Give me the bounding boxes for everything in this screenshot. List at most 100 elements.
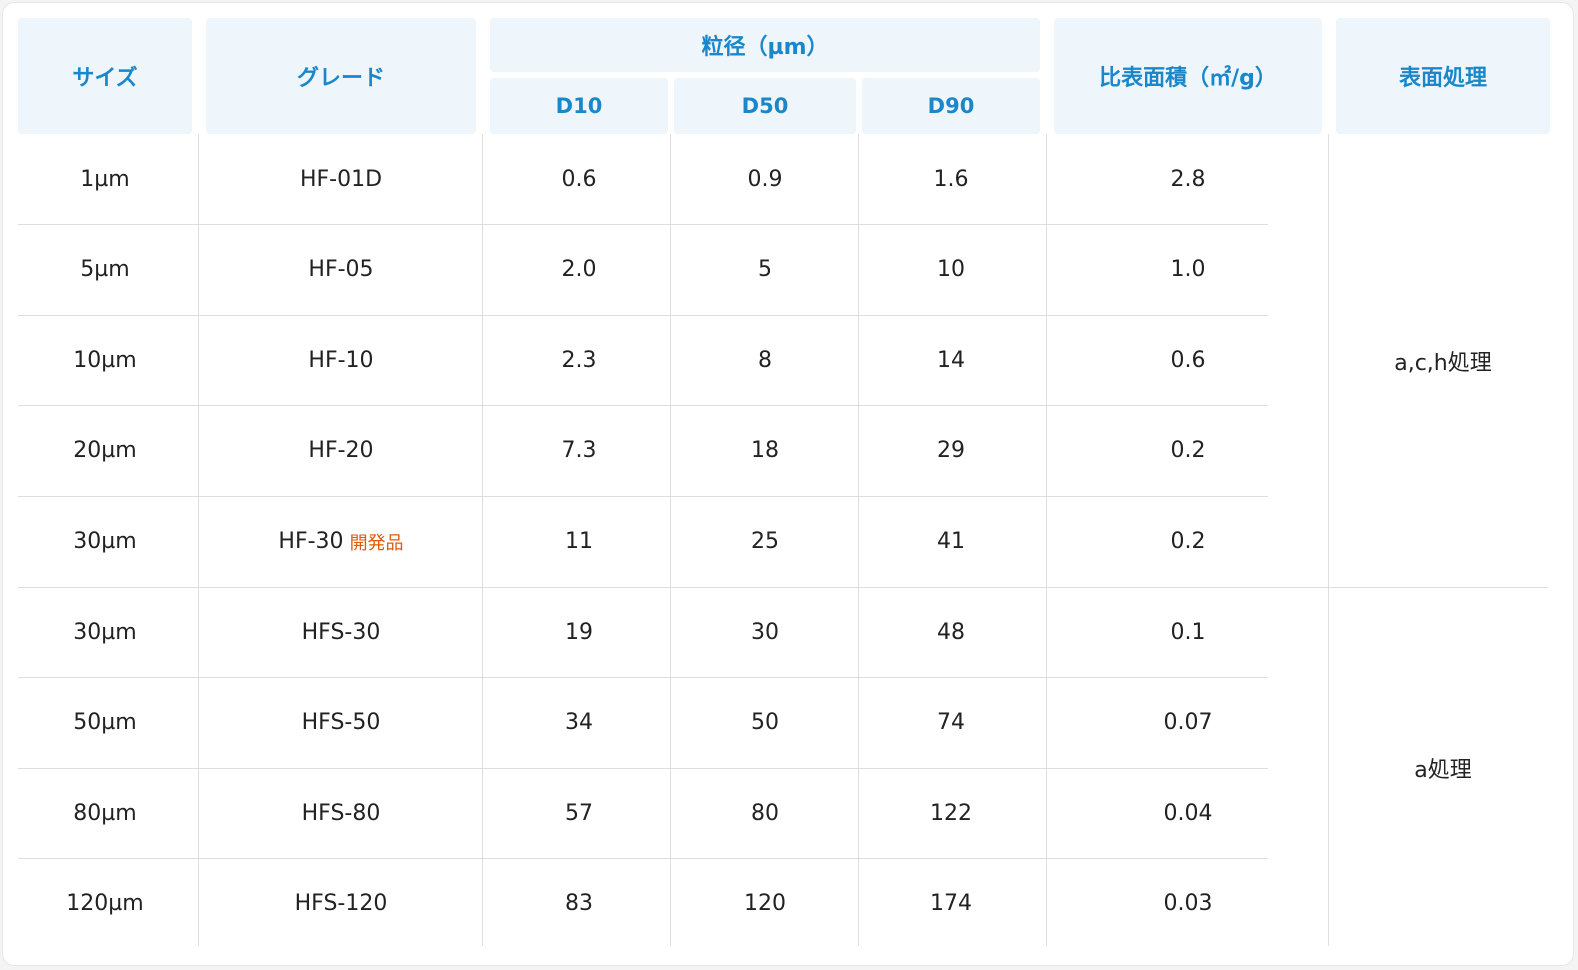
header-particle-label: 粒径（µm） (701, 35, 829, 60)
d10-value: 0.6 (561, 166, 597, 192)
d10-value: 11 (565, 529, 593, 554)
d10-value: 83 (565, 890, 593, 916)
surface-area-value: 2.8 (1170, 166, 1206, 192)
d50-value: 25 (751, 529, 779, 554)
cell-grade: HF-01D (206, 134, 476, 224)
cell-d90: 174 (862, 858, 1040, 948)
d90-value: 1.6 (933, 166, 969, 192)
cell-d90: 122 (862, 768, 1040, 858)
header-size: サイズ (18, 18, 192, 134)
cell-d10: 2.0 (490, 224, 668, 315)
cell-d90: 29 (862, 405, 1040, 496)
cell-d50: 25 (674, 496, 856, 587)
cell-d50: 50 (674, 677, 856, 768)
cell-d10: 7.3 (490, 405, 668, 496)
d10-value: 2.3 (561, 347, 597, 373)
cell-d90: 14 (862, 315, 1040, 405)
cell-surface-area: 0.04 (1054, 768, 1322, 858)
cell-d90: 48 (862, 587, 1040, 677)
treatment-value: a,c,h処理 (1394, 350, 1492, 376)
d90-value: 74 (937, 710, 965, 735)
d90-value: 122 (930, 800, 972, 826)
cell-treatment-group-2: a処理 (1336, 587, 1550, 948)
cell-grade: HFS-30 (206, 587, 476, 677)
size-value: 20µm (73, 438, 137, 463)
row-divider (18, 858, 1268, 859)
d90-value: 48 (937, 619, 965, 645)
d90-value: 29 (937, 438, 965, 463)
cell-d10: 2.3 (490, 315, 668, 405)
d10-value: 19 (565, 619, 593, 645)
cell-d10: 11 (490, 496, 668, 587)
cell-grade: HF-05 (206, 224, 476, 315)
cell-grade: HF-20 (206, 405, 476, 496)
row-divider (18, 677, 1268, 678)
surface-area-value: 0.07 (1163, 710, 1213, 735)
grade-value: HFS-50 (301, 710, 381, 735)
header-grade: グレード (206, 18, 476, 134)
header-d90-label: D90 (927, 94, 975, 118)
grade-value: HFS-120 (294, 890, 388, 916)
cell-treatment-group-1: a,c,h処理 (1336, 134, 1550, 587)
d10-value: 34 (565, 710, 593, 735)
grade-value: HF-30 (278, 529, 344, 554)
cell-surface-area: 0.2 (1054, 496, 1322, 587)
grade-value: HF-20 (308, 438, 374, 463)
column-divider (670, 134, 671, 946)
cell-surface-area: 2.8 (1054, 134, 1322, 224)
d50-value: 120 (744, 890, 786, 916)
d90-value: 174 (930, 890, 972, 916)
column-divider (482, 134, 483, 946)
cell-grade: HFS-50 (206, 677, 476, 768)
header-particle-size: 粒径（µm） (490, 18, 1040, 72)
size-value: 10µm (73, 347, 137, 373)
header-d50: D50 (674, 78, 856, 134)
grade-value: HFS-80 (301, 800, 381, 826)
size-value: 30µm (73, 529, 137, 554)
cell-d10: 57 (490, 768, 668, 858)
cell-d10: 34 (490, 677, 668, 768)
cell-size: 80µm (18, 768, 192, 858)
size-value: 1µm (80, 166, 130, 192)
d50-value: 50 (751, 710, 779, 735)
size-value: 80µm (73, 800, 137, 826)
row-divider (18, 587, 1548, 588)
cell-grade: HF-10 (206, 315, 476, 405)
grade-value: HF-10 (308, 347, 374, 373)
cell-surface-area: 0.6 (1054, 315, 1322, 405)
row-divider (18, 224, 1268, 225)
column-divider (1046, 134, 1047, 946)
header-grade-label: グレード (296, 66, 385, 91)
cell-size: 120µm (18, 858, 192, 948)
cell-d50: 8 (674, 315, 856, 405)
cell-surface-area: 0.03 (1054, 858, 1322, 948)
cell-d10: 83 (490, 858, 668, 948)
size-value: 50µm (73, 710, 137, 735)
header-d10-label: D10 (555, 94, 603, 118)
size-value: 30µm (73, 619, 137, 645)
cell-grade: HF-30 開発品 (206, 496, 476, 587)
header-surface-area: 比表面積（㎡/g） (1054, 18, 1322, 134)
cell-size: 5µm (18, 224, 192, 315)
header-surface-area-label: 比表面積（㎡/g） (1099, 66, 1277, 91)
cell-d90: 74 (862, 677, 1040, 768)
surface-area-value: 0.04 (1163, 800, 1213, 826)
cell-size: 20µm (18, 405, 192, 496)
cell-d10: 0.6 (490, 134, 668, 224)
cell-size: 10µm (18, 315, 192, 405)
cell-surface-area: 0.07 (1054, 677, 1322, 768)
row-divider (18, 768, 1268, 769)
cell-grade: HFS-120 (206, 858, 476, 948)
size-value: 5µm (80, 257, 130, 282)
cell-surface-area: 1.0 (1054, 224, 1322, 315)
cell-size: 30µm (18, 587, 192, 677)
treatment-value: a処理 (1414, 757, 1472, 783)
cell-d50: 30 (674, 587, 856, 677)
cell-d90: 10 (862, 224, 1040, 315)
development-badge: 開発品 (349, 532, 404, 554)
cell-d50: 80 (674, 768, 856, 858)
cell-d50: 0.9 (674, 134, 856, 224)
d50-value: 8 (758, 347, 772, 373)
cell-d10: 19 (490, 587, 668, 677)
header-size-label: サイズ (72, 66, 138, 91)
